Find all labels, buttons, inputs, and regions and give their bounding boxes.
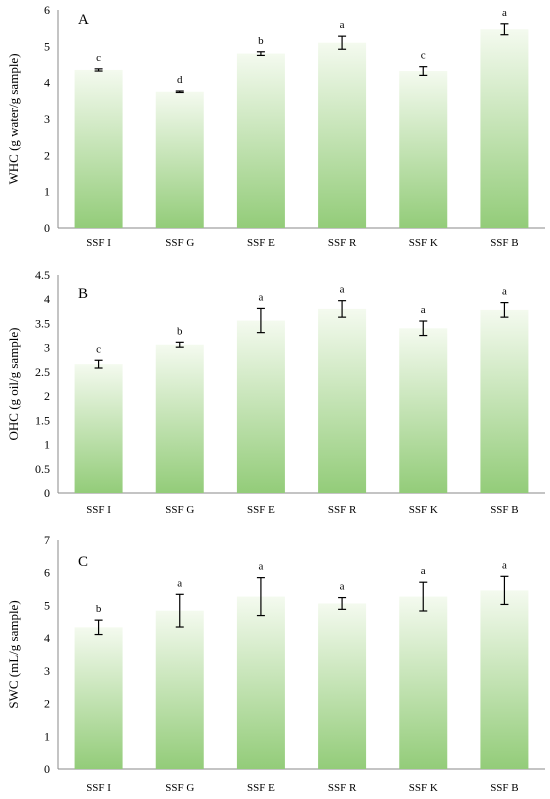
y-tick-label: 1	[44, 729, 50, 743]
x-category-label: SSF B	[490, 237, 518, 249]
significance-letter: d	[177, 74, 183, 86]
x-category-label: SSF K	[409, 782, 438, 794]
panel-b: 0 0.5 1 1.5 2 2.5 3 3.5 4 4.5 OHC (g oil/g sample)…	[6, 268, 545, 516]
bar	[480, 590, 529, 769]
significance-letter: c	[96, 343, 101, 355]
significance-letter: a	[340, 19, 345, 31]
x-category-label: SSF B	[490, 504, 518, 516]
bar	[318, 42, 367, 229]
y-tick-label: 4	[44, 631, 50, 645]
significance-letter: a	[258, 561, 263, 573]
y-tick-label: 0.5	[35, 462, 50, 476]
y-tick-label: 4	[44, 76, 50, 90]
x-category-label: SSF G	[165, 237, 194, 249]
y-tick-label: 0	[44, 762, 50, 776]
bar	[236, 320, 285, 493]
y-tick-label: 2	[44, 389, 50, 403]
x-category-label: SSF R	[328, 237, 357, 249]
significance-letter: a	[177, 577, 182, 589]
significance-letter: a	[502, 286, 507, 298]
x-category-label: SSF E	[247, 782, 275, 794]
panel-a: 0 1 2 3 4 5 6 WHC (g water/g sample) Ac SSF I d SSF…	[6, 3, 545, 249]
x-category-label: SSF K	[409, 237, 438, 249]
panel-label: A	[78, 12, 89, 28]
y-tick-label: 4	[44, 292, 50, 306]
bar	[318, 308, 367, 493]
bar	[155, 91, 204, 228]
panel-label: C	[78, 554, 88, 570]
panel-c: 0 1 2 3 4 5 6 7 SWC (mL/g sample) Cb SSF I a SSF G a S…	[6, 533, 545, 794]
x-category-label: SSF I	[86, 504, 111, 516]
x-category-label: SSF R	[328, 504, 357, 516]
y-tick-label: 6	[44, 3, 50, 17]
panel-label: B	[78, 286, 88, 302]
bar	[236, 53, 285, 228]
significance-letter: a	[421, 565, 426, 577]
significance-letter: a	[502, 7, 507, 19]
y-tick-label: 2	[44, 697, 50, 711]
significance-letter: a	[421, 304, 426, 316]
x-category-label: SSF E	[247, 237, 275, 249]
x-category-label: SSF I	[86, 782, 111, 794]
y-tick-label: 2	[44, 148, 50, 162]
bar	[318, 603, 367, 769]
x-category-label: SSF B	[490, 782, 518, 794]
y-axis-label: OHC (g oil/g sample)	[6, 327, 21, 440]
significance-letter: c	[96, 52, 101, 64]
significance-letter: a	[340, 284, 345, 296]
significance-letter: a	[258, 291, 263, 303]
significance-letter: c	[421, 50, 426, 62]
y-axis-label: SWC (mL/g sample)	[6, 600, 21, 708]
y-tick-label: 3	[44, 112, 50, 126]
y-tick-label: 3	[44, 341, 50, 355]
bar	[155, 610, 204, 769]
bar	[399, 328, 448, 493]
y-tick-label: 7	[44, 533, 50, 547]
significance-letter: b	[258, 35, 264, 47]
y-tick-label: 2.5	[35, 365, 50, 379]
y-tick-label: 5	[44, 598, 50, 612]
x-category-label: SSF G	[165, 504, 194, 516]
bar	[399, 71, 448, 228]
y-tick-label: 0	[44, 486, 50, 500]
bar	[399, 596, 448, 769]
y-tick-label: 6	[44, 566, 50, 580]
significance-letter: a	[502, 559, 507, 571]
y-tick-label: 3.5	[35, 316, 50, 330]
y-tick-label: 3	[44, 664, 50, 678]
significance-letter: a	[340, 581, 345, 593]
y-tick-label: 1	[44, 185, 50, 199]
x-category-label: SSF I	[86, 237, 111, 249]
x-category-label: SSF K	[409, 504, 438, 516]
y-axis-label: WHC (g water/g sample)	[6, 53, 21, 184]
bar	[155, 344, 204, 493]
bar	[74, 69, 123, 228]
y-tick-label: 4.5	[35, 268, 50, 282]
bar	[74, 627, 123, 769]
x-category-label: SSF R	[328, 782, 357, 794]
significance-letter: b	[177, 325, 183, 337]
y-tick-label: 0	[44, 221, 50, 235]
significance-letter: b	[96, 603, 102, 615]
y-tick-label: 1	[44, 438, 50, 452]
x-category-label: SSF E	[247, 504, 275, 516]
bar	[236, 596, 285, 769]
y-tick-label: 5	[44, 39, 50, 53]
bar	[480, 309, 529, 493]
x-category-label: SSF G	[165, 782, 194, 794]
bar	[74, 364, 123, 493]
y-tick-label: 1.5	[35, 413, 50, 427]
bar	[480, 29, 529, 228]
